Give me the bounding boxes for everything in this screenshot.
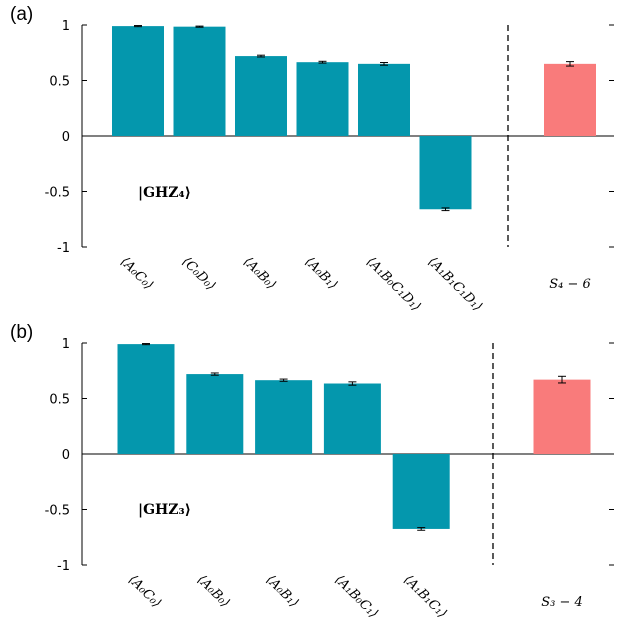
y-tick-label: -0.5 <box>45 504 70 519</box>
y-tick-label: -1 <box>57 241 70 256</box>
summary-label: S₃ − 4 <box>541 595 583 610</box>
summary-label: S₄ − 6 <box>549 277 591 292</box>
y-tick-label: 1 <box>62 19 70 34</box>
category-bar <box>392 454 450 529</box>
category-bar <box>419 136 472 210</box>
summary-bar <box>544 63 596 136</box>
category-label: ⟨A₀B₁⟩ <box>302 254 341 293</box>
category-label: ⟨A₁B₁C₁D₁⟩ <box>425 254 485 314</box>
panel-label: (a) <box>10 4 33 25</box>
category-label: ⟨A₀B₁⟩ <box>263 572 302 611</box>
state-annotation: |GHZ₄⟩ <box>138 185 191 201</box>
category-bar <box>255 380 313 454</box>
panel-a-chart: (a) 1 0.5 0 -0.5 -1 ⟨A₀C₀⟩ ⟨C₀D₀⟩ ⟨A₀B₀⟩ ⟨A₀B₁⟩ ⟨A… <box>10 4 614 315</box>
category-bar <box>358 63 410 136</box>
category-bar <box>296 62 349 137</box>
category-label: ⟨A₁B₀C₁D₁⟩ <box>363 254 423 314</box>
y-tick-label: -1 <box>57 559 70 574</box>
category-label: ⟨C₀D₀⟩ <box>179 254 219 294</box>
category-bar <box>323 383 381 454</box>
summary-bar <box>533 379 591 454</box>
category-label: ⟨A₀B₀⟩ <box>194 572 233 611</box>
category-label: ⟨A₀C₀⟩ <box>117 254 156 293</box>
state-annotation: |GHZ₃⟩ <box>138 502 191 518</box>
y-tick-label: 0 <box>62 130 70 145</box>
y-tick-label: 1 <box>62 337 70 352</box>
y-tick-label: 0 <box>62 448 70 463</box>
y-tick-label: 0.5 <box>49 393 70 408</box>
category-bar <box>186 374 244 454</box>
y-tick-label: 0.5 <box>49 75 70 90</box>
panel-label: (b) <box>10 322 33 343</box>
category-bar <box>173 26 226 136</box>
category-label: ⟨A₀B₀⟩ <box>240 254 279 293</box>
category-label: ⟨A₁B₀C₁⟩ <box>332 572 381 621</box>
panel-b-chart: (b) 1 0.5 0 -0.5 -1 ⟨A₀C₀⟩ ⟨A₀B₀⟩ ⟨A₀B₁⟩ ⟨A₁B₀C₁⟩… <box>10 322 614 621</box>
category-bar <box>235 56 287 136</box>
y-tick-label: -0.5 <box>45 186 70 201</box>
category-bar <box>117 344 175 454</box>
category-bar <box>112 26 164 136</box>
category-label: ⟨A₀C₀⟩ <box>125 572 164 611</box>
category-label: ⟨A₁B₁C₁⟩ <box>400 572 449 621</box>
